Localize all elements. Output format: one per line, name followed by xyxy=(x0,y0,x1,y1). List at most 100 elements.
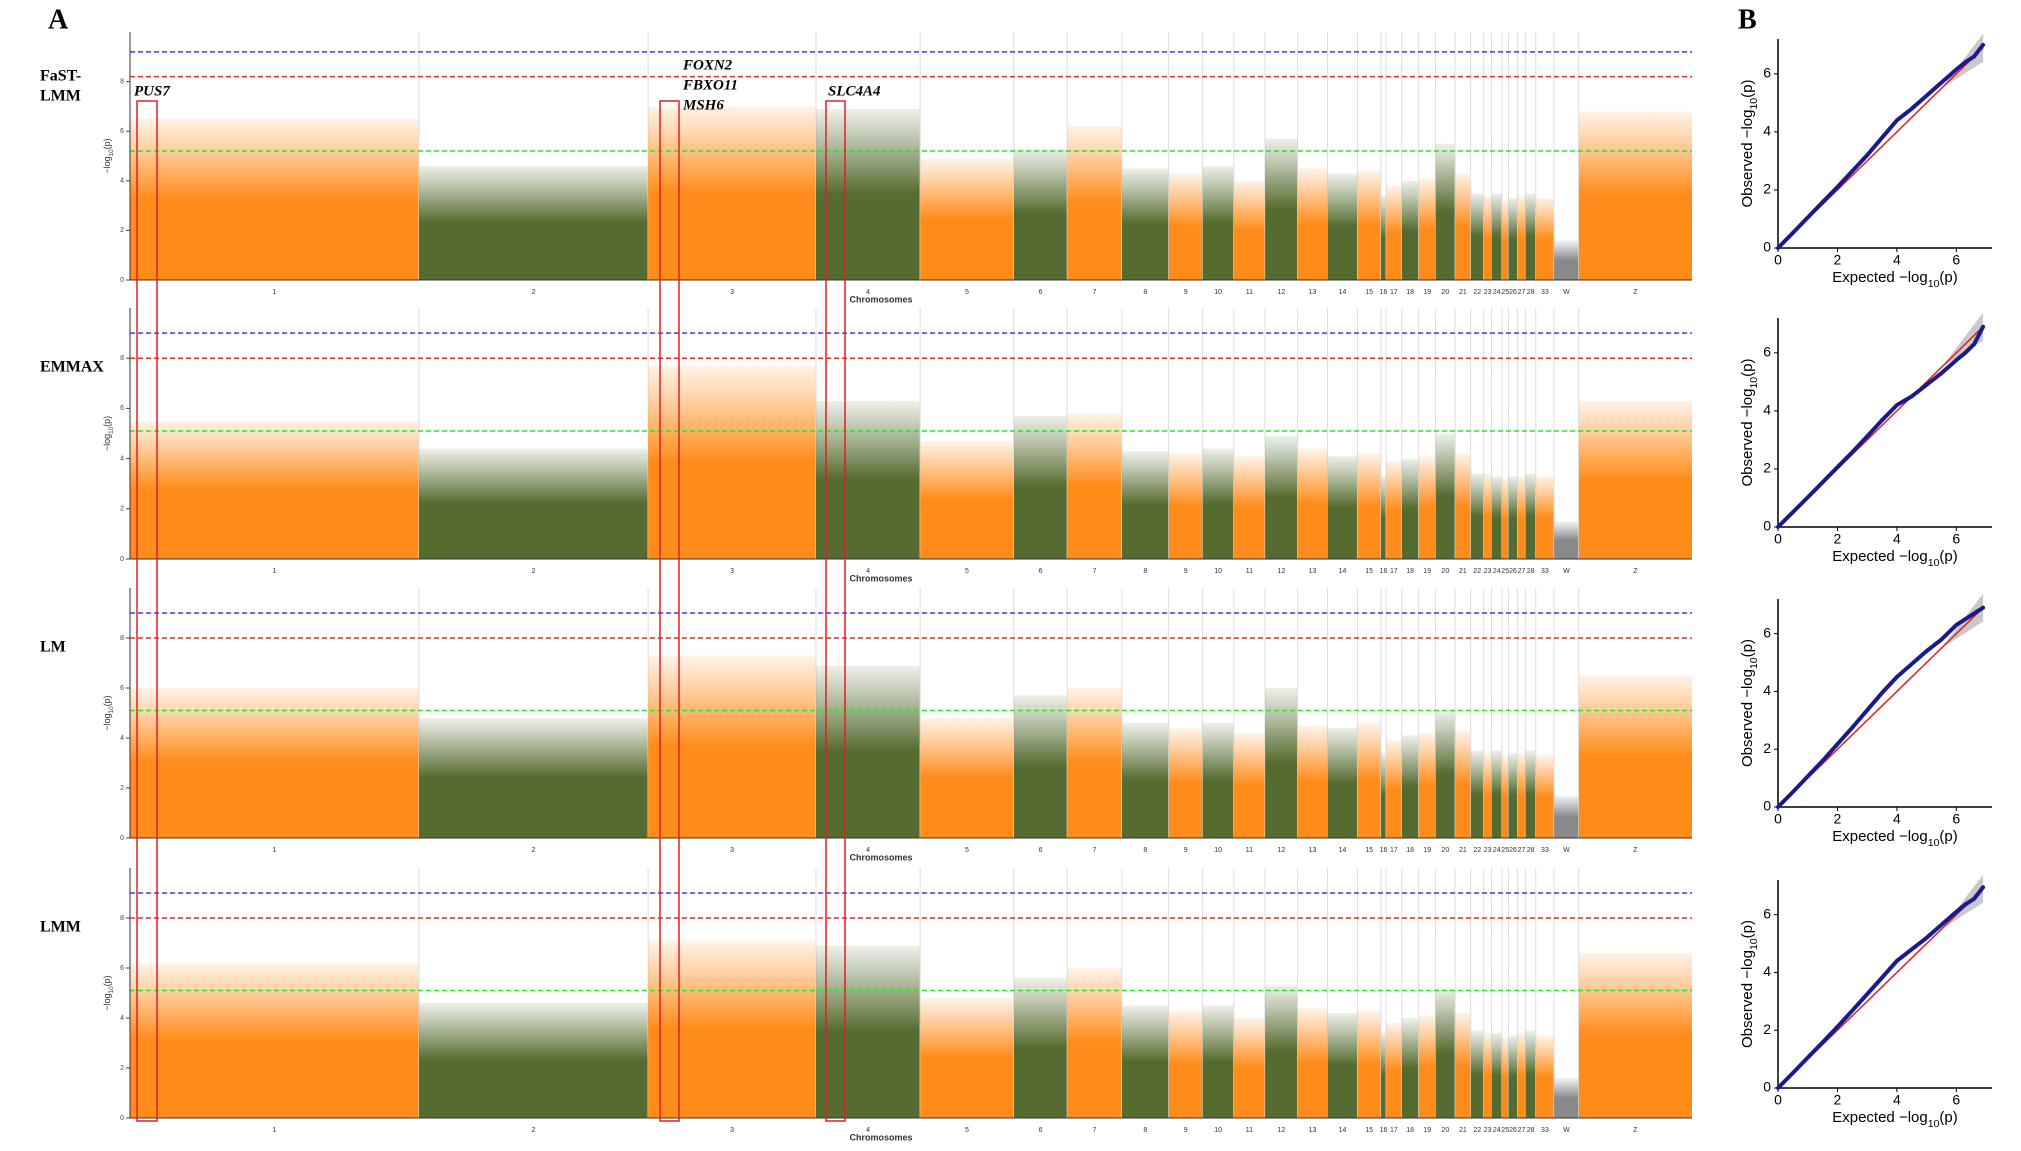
highlight-box xyxy=(659,100,680,1122)
chromosome-signal xyxy=(1517,476,1526,559)
x-tick-label: 6 xyxy=(1039,289,1043,296)
chromosome-signal xyxy=(1525,473,1536,559)
panel-label: A xyxy=(48,4,69,35)
x-tick-label: 20 xyxy=(1441,568,1449,575)
x-tick-label: 33 xyxy=(1541,568,1549,575)
x-axis-label: Chromosomes xyxy=(849,1132,912,1142)
x-tick-label: 6 xyxy=(1039,1127,1043,1134)
x-tick-label: 24 xyxy=(1493,289,1501,296)
chromosome-signal xyxy=(130,420,419,559)
x-tick-label: 9 xyxy=(1184,289,1188,296)
x-tick-label: 20 xyxy=(1441,289,1449,296)
chromosome-signal xyxy=(1578,675,1692,838)
chromosome-signal xyxy=(1483,195,1492,280)
chromosome-signal xyxy=(1265,138,1298,280)
x-tick-label: 26 xyxy=(1509,568,1517,575)
x-tick-label: 5 xyxy=(965,1127,969,1134)
x-tick-label: 19 xyxy=(1423,1127,1431,1134)
chromosome-signal xyxy=(1554,795,1579,838)
x-tick-label: 24 xyxy=(1493,847,1501,854)
chromosome-signal xyxy=(1168,1010,1203,1118)
y-axis-label-part: −log xyxy=(102,993,112,1010)
chromosome-signal xyxy=(1013,415,1068,559)
panel-label: B xyxy=(1738,4,1757,35)
x-axis-label-part: 10 xyxy=(1928,278,1940,290)
chromosome-signal xyxy=(1435,988,1456,1118)
y-axis-label-part: (p) xyxy=(102,416,112,427)
chromosome-signal xyxy=(1386,185,1402,280)
x-tick-label: 27 xyxy=(1518,1127,1526,1134)
x-tick-label: 15 xyxy=(1365,568,1373,575)
chromosome-signal xyxy=(1202,723,1234,838)
x-tick-label: 16 xyxy=(1380,1127,1388,1134)
y-tick-label: 2 xyxy=(1763,460,1771,476)
x-tick-label: 6 xyxy=(1952,531,1960,547)
y-axis-label-part: 10 xyxy=(108,986,115,994)
highlight-box xyxy=(825,100,846,1122)
x-tick-label: 18 xyxy=(1406,1127,1414,1134)
x-tick-label: 0 xyxy=(1774,1092,1782,1108)
y-axis-label: −log10(p) xyxy=(102,975,115,1010)
x-tick-label: 11 xyxy=(1246,847,1253,854)
x-tick-label: 23 xyxy=(1484,1127,1492,1134)
x-tick-label: 13 xyxy=(1309,568,1317,575)
chromosome-signal xyxy=(1483,1033,1492,1118)
x-tick-label: 2 xyxy=(532,568,536,575)
y-tick-label: 2 xyxy=(1763,740,1771,756)
chromosome-signal xyxy=(1386,740,1402,838)
chromosome-signal xyxy=(815,665,921,838)
y-axis-label-part: −log xyxy=(102,156,112,173)
x-axis-label-part: (p) xyxy=(1939,269,1957,286)
chromosome-signal xyxy=(815,945,921,1118)
observed-points xyxy=(1776,605,1986,809)
y-tick-label: 4 xyxy=(120,455,124,462)
chromosome-signal xyxy=(130,118,419,280)
x-tick-label: 28 xyxy=(1527,1127,1535,1134)
x-tick-label: 11 xyxy=(1246,1127,1253,1134)
chromosome-signal xyxy=(1535,198,1555,280)
x-tick-label: Z xyxy=(1633,1127,1638,1134)
chromosome-signal xyxy=(130,688,419,838)
x-tick-label: 13 xyxy=(1309,289,1317,296)
y-tick-label: 0 xyxy=(120,835,124,842)
chromosome-signal xyxy=(1327,728,1358,838)
x-tick-label: 4 xyxy=(1893,1092,1901,1108)
x-tick-label: 4 xyxy=(866,568,870,575)
x-tick-label: 0 xyxy=(1774,811,1782,827)
y-axis-label-part: −log xyxy=(102,713,112,730)
y-tick-label: 8 xyxy=(120,915,124,922)
y-axis-label-part: 10 xyxy=(1748,657,1760,669)
x-tick-label: 17 xyxy=(1390,289,1398,296)
chromosome-signal xyxy=(1013,695,1068,838)
y-tick-label: 0 xyxy=(1763,798,1771,814)
x-tick-label: 0 xyxy=(1774,252,1782,268)
x-tick-label: 17 xyxy=(1390,568,1398,575)
x-tick-label: W xyxy=(1563,568,1570,575)
chromosome-signal xyxy=(1168,728,1203,838)
chromosome-signal xyxy=(920,718,1014,838)
x-tick-label: 33 xyxy=(1541,847,1549,854)
x-axis-label-part: 10 xyxy=(1928,837,1940,849)
chromosome-signal xyxy=(1525,750,1536,838)
x-tick-label: 28 xyxy=(1527,847,1535,854)
x-tick-label: 27 xyxy=(1518,568,1526,575)
chromosome-signal xyxy=(1455,1013,1471,1118)
y-axis-label-part: 10 xyxy=(108,426,115,434)
x-tick-label: 21 xyxy=(1459,1127,1467,1134)
x-tick-label: 6 xyxy=(1039,847,1043,854)
x-tick-label: 2 xyxy=(532,289,536,296)
x-tick-label: 4 xyxy=(1893,811,1901,827)
x-tick-label: 3 xyxy=(730,289,734,296)
x-tick-label: 18 xyxy=(1406,568,1414,575)
y-axis-label-part: (p) xyxy=(1739,920,1756,938)
y-tick-label: 4 xyxy=(120,178,124,185)
chromosome-signal xyxy=(1401,180,1419,280)
chromosome-signal xyxy=(1491,193,1502,280)
x-tick-label: 8 xyxy=(1143,847,1147,854)
x-tick-label: 7 xyxy=(1093,1127,1097,1134)
panel-title: LMM xyxy=(40,88,81,105)
y-axis-label-part: Observed −log xyxy=(1739,950,1756,1048)
chromosome-signal xyxy=(1121,168,1169,280)
y-tick-label: 4 xyxy=(120,1015,124,1022)
y-tick-label: 6 xyxy=(120,685,124,692)
